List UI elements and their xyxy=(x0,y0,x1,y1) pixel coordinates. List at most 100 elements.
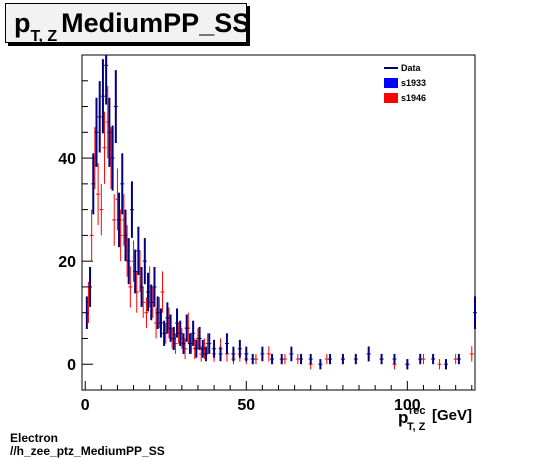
data-point xyxy=(250,353,255,365)
data-point xyxy=(260,346,265,362)
legend-label: Data xyxy=(401,63,422,73)
sim-point-s1946 xyxy=(102,111,107,184)
data-point xyxy=(456,353,461,365)
data-point xyxy=(473,296,477,329)
footer-line-1: Electron xyxy=(10,431,59,445)
data-point xyxy=(152,266,157,307)
data-point xyxy=(120,153,125,215)
data-point xyxy=(162,320,167,346)
x-axis-label-sup: rec xyxy=(409,405,426,417)
y-tick-label: 20 xyxy=(58,254,76,271)
y-tick-label: 40 xyxy=(58,151,76,168)
data-point xyxy=(418,353,423,365)
data-point xyxy=(165,302,170,334)
data-point xyxy=(353,353,358,365)
sim-point-s1946 xyxy=(112,194,117,246)
title-suffix: MediumPP_SS xyxy=(61,8,251,38)
data-point xyxy=(318,359,323,370)
data-point xyxy=(178,320,183,346)
legend-box-marker xyxy=(384,78,398,88)
title-subscript: T, Z xyxy=(30,28,58,45)
data-point xyxy=(110,125,115,191)
data-point xyxy=(224,333,229,354)
footer-line-2: //h_zee_ptz_MediumPP_SS xyxy=(10,444,165,458)
title-prefix: p xyxy=(14,8,31,38)
data-point xyxy=(204,346,209,362)
data-point xyxy=(175,308,180,338)
plot-frame xyxy=(81,54,476,391)
data-point xyxy=(84,296,89,329)
data-point xyxy=(117,192,122,248)
legend-entry: s1933 xyxy=(384,78,426,88)
data-point xyxy=(113,70,118,143)
legend: Data s1933 s1946 xyxy=(384,63,426,103)
data-point xyxy=(194,339,199,358)
data-point xyxy=(279,353,284,365)
data-point xyxy=(155,296,160,329)
data-point xyxy=(289,346,294,362)
data-point xyxy=(392,353,397,365)
data-point xyxy=(218,346,223,362)
data-point xyxy=(197,326,202,350)
data-point xyxy=(379,353,384,365)
histogram-title: pT, Z MediumPP_SS xyxy=(14,8,251,45)
data-point xyxy=(107,97,112,167)
data-point xyxy=(200,339,205,358)
sim-point-s1946 xyxy=(266,346,271,362)
data-point xyxy=(129,181,134,238)
data-point xyxy=(431,353,436,365)
data-point xyxy=(97,81,102,153)
x-axis-label-main: p xyxy=(398,408,408,427)
data-point xyxy=(171,326,176,350)
legend-entry: s1946 xyxy=(384,93,426,103)
data-point xyxy=(191,320,196,346)
sim-point-s1946 xyxy=(144,297,149,329)
data-point xyxy=(91,153,96,215)
data-point xyxy=(136,226,141,276)
data-point xyxy=(100,59,105,134)
data-point xyxy=(142,238,147,285)
legend-entry: Data xyxy=(384,63,422,73)
sim-point-s1946 xyxy=(128,266,133,308)
data-point xyxy=(181,333,186,354)
data-point xyxy=(126,238,131,285)
data-point xyxy=(184,314,189,342)
x-tick-label: 50 xyxy=(237,397,255,414)
data-point xyxy=(94,97,99,167)
x-axis-label-sub: T, Z xyxy=(407,421,426,433)
data-point xyxy=(187,333,192,354)
sim-point-s1946 xyxy=(437,359,442,370)
sim-point-s1946 xyxy=(89,209,94,262)
legend-box-marker xyxy=(384,93,398,103)
sim-point-s1946 xyxy=(99,183,104,236)
footer: Electron //h_zee_ptz_MediumPP_SS xyxy=(10,432,165,458)
data-point xyxy=(270,353,275,365)
data-point xyxy=(299,353,304,365)
data-point xyxy=(405,359,410,370)
legend-label: s1946 xyxy=(401,93,426,103)
data-point xyxy=(207,333,212,354)
data-point xyxy=(444,359,449,370)
data-point xyxy=(139,266,144,307)
data-point xyxy=(231,346,236,362)
data-point xyxy=(146,272,151,312)
data-point xyxy=(123,209,128,262)
data-point xyxy=(366,346,371,362)
data-point xyxy=(149,284,154,321)
data-point xyxy=(168,314,173,342)
legend-label: s1933 xyxy=(401,78,426,88)
y-tick-label: 0 xyxy=(67,357,76,374)
data-point xyxy=(88,266,93,307)
tick-labels: 0 50 100 0 20 40 xyxy=(58,151,421,414)
x-tick-label: 0 xyxy=(81,397,90,414)
data-point xyxy=(212,339,217,358)
data-point xyxy=(104,55,109,105)
sim-point-s1946 xyxy=(160,271,165,313)
axis-ticks xyxy=(82,80,473,390)
series-layer xyxy=(84,55,477,370)
sim-point-s1946 xyxy=(96,163,101,226)
sim-point-s1946 xyxy=(469,346,474,362)
data-point xyxy=(237,339,242,358)
data-point xyxy=(158,308,163,338)
